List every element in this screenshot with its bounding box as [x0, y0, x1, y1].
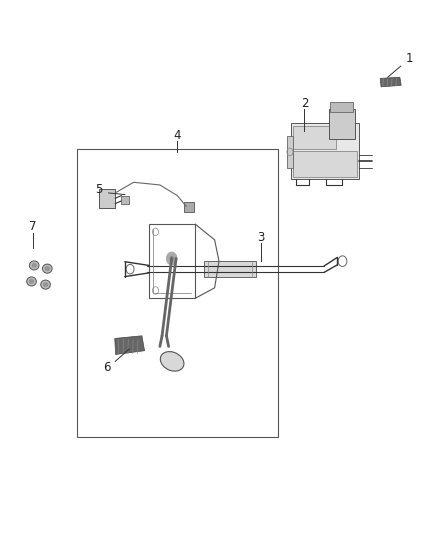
Bar	[330, 102, 353, 112]
Ellipse shape	[27, 277, 36, 286]
Ellipse shape	[43, 282, 48, 287]
Text: 4: 4	[173, 130, 181, 142]
Bar	[328, 109, 355, 139]
Text: 1: 1	[406, 52, 413, 65]
Ellipse shape	[29, 261, 39, 270]
Text: 6: 6	[103, 361, 111, 374]
Ellipse shape	[160, 352, 184, 371]
Bar	[184, 202, 194, 212]
Circle shape	[170, 256, 174, 261]
Ellipse shape	[41, 280, 50, 289]
Bar	[293, 126, 336, 149]
Ellipse shape	[32, 264, 36, 268]
Text: 2: 2	[300, 98, 308, 110]
Bar	[149, 224, 195, 298]
Bar	[204, 261, 256, 277]
Polygon shape	[380, 77, 401, 87]
Bar	[77, 149, 278, 437]
Ellipse shape	[45, 266, 49, 271]
Text: 5: 5	[95, 183, 102, 196]
Text: 3: 3	[257, 231, 264, 244]
Bar	[291, 123, 359, 179]
Bar	[293, 151, 357, 177]
Bar	[121, 196, 129, 204]
Ellipse shape	[29, 279, 34, 284]
Polygon shape	[115, 336, 145, 354]
Circle shape	[166, 252, 177, 265]
Ellipse shape	[42, 264, 52, 273]
Bar	[99, 189, 115, 208]
Text: 7: 7	[29, 220, 37, 233]
Bar	[287, 136, 293, 168]
